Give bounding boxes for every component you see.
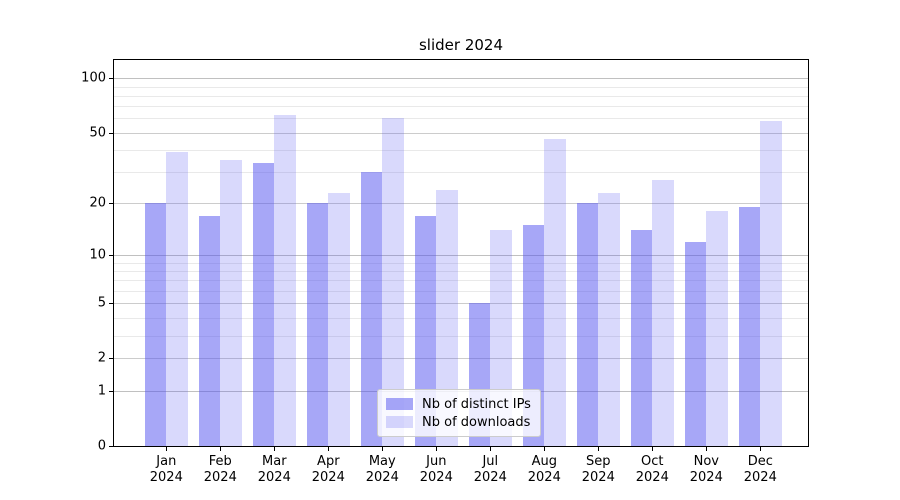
y-tick-mark <box>109 132 113 134</box>
y-tick-mark <box>109 203 113 205</box>
bar-distinct-ips <box>414 215 437 446</box>
minor-gridline <box>114 150 808 152</box>
minor-gridline <box>114 95 808 97</box>
bar-downloads <box>544 139 566 446</box>
bar-distinct-ips <box>576 203 599 446</box>
x-tick-label: May 2024 <box>365 454 399 485</box>
y-tick-mark <box>109 358 113 360</box>
bar-downloads <box>382 118 404 446</box>
minor-gridline <box>114 172 808 174</box>
bar-distinct-ips <box>144 203 167 446</box>
major-gridline <box>114 358 808 360</box>
x-tick-label: Mar 2024 <box>257 454 291 485</box>
x-tick-mark <box>706 447 708 451</box>
x-tick-label: Jun 2024 <box>419 454 453 485</box>
x-tick-mark <box>436 447 438 451</box>
plot-area <box>113 59 809 447</box>
x-tick-mark <box>490 447 492 451</box>
x-tick-mark <box>274 447 276 451</box>
y-tick-label: 20 <box>89 195 106 211</box>
y-tick-mark <box>109 303 113 305</box>
y-tick-label: 50 <box>89 125 106 141</box>
y-tick-mark <box>109 446 113 447</box>
legend: Nb of distinct IPs Nb of downloads <box>377 389 541 437</box>
bar-downloads <box>652 180 674 446</box>
bar-downloads <box>274 114 296 446</box>
x-tick-label: Oct 2024 <box>635 454 669 485</box>
minor-gridline <box>114 270 808 272</box>
bar-distinct-ips <box>630 230 653 446</box>
bar-distinct-ips <box>306 203 329 446</box>
x-tick-label: Feb 2024 <box>203 454 237 485</box>
bar-downloads <box>760 121 782 446</box>
bar-downloads <box>328 192 350 446</box>
bar-distinct-ips <box>738 207 761 446</box>
bar-distinct-ips <box>198 215 221 446</box>
x-tick-label: Sep 2024 <box>581 454 615 485</box>
legend-label-downloads: Nb of downloads <box>422 414 531 430</box>
legend-item-distinct-ips: Nb of distinct IPs <box>386 396 532 412</box>
legend-swatch-distinct-ips-icon <box>386 398 413 410</box>
x-tick-label: Jan 2024 <box>149 454 183 485</box>
chart-title: slider 2024 <box>418 36 503 54</box>
x-tick-mark <box>382 447 384 451</box>
y-tick-label: 10 <box>89 247 106 263</box>
x-tick-mark <box>598 447 600 451</box>
bar-distinct-ips <box>684 241 707 446</box>
x-tick-mark <box>652 447 654 451</box>
minor-gridline <box>114 262 808 264</box>
x-tick-label: Aug 2024 <box>527 454 561 485</box>
minor-gridline <box>114 86 808 88</box>
bar-downloads <box>166 152 188 446</box>
minor-gridline <box>114 106 808 108</box>
y-tick-label: 2 <box>97 350 106 366</box>
major-gridline <box>114 303 808 305</box>
y-tick-label: 5 <box>97 295 106 311</box>
legend-swatch-downloads-icon <box>386 416 413 428</box>
minor-gridline <box>114 290 808 292</box>
x-tick-mark <box>328 447 330 451</box>
minor-gridline <box>114 335 808 337</box>
x-tick-label: Dec 2024 <box>743 454 777 485</box>
y-tick-label: 0 <box>97 438 106 454</box>
x-tick-label: Nov 2024 <box>689 454 723 485</box>
bar-distinct-ips <box>252 162 275 446</box>
y-tick-mark <box>109 254 113 256</box>
x-tick-mark <box>544 447 546 451</box>
bar-downloads <box>436 189 458 446</box>
y-tick-label: 100 <box>81 70 106 86</box>
x-tick-mark <box>760 447 762 451</box>
major-gridline <box>114 203 808 205</box>
y-tick-mark <box>109 78 113 80</box>
major-gridline <box>114 78 808 80</box>
x-tick-mark <box>166 447 168 451</box>
x-tick-label: Apr 2024 <box>311 454 345 485</box>
y-tick-label: 1 <box>97 383 106 399</box>
legend-label-distinct-ips: Nb of distinct IPs <box>422 396 531 412</box>
bar-downloads <box>598 192 620 446</box>
y-tick-mark <box>109 390 113 392</box>
major-gridline <box>114 254 808 256</box>
x-tick-label: Jul 2024 <box>473 454 507 485</box>
x-tick-mark <box>220 447 222 451</box>
legend-item-downloads: Nb of downloads <box>386 414 532 430</box>
minor-gridline <box>114 317 808 319</box>
minor-gridline <box>114 280 808 282</box>
bar-downloads <box>220 160 242 446</box>
major-gridline <box>114 132 808 134</box>
minor-gridline <box>114 118 808 120</box>
bar-downloads <box>706 211 728 446</box>
bar-distinct-ips <box>360 172 383 446</box>
